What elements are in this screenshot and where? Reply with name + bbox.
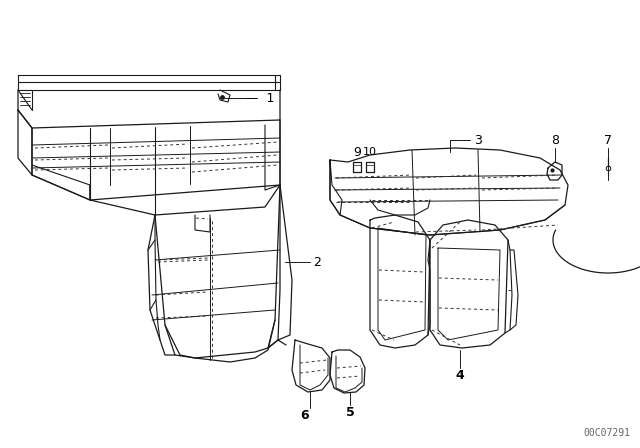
Text: 9: 9 bbox=[353, 146, 361, 159]
Text: 4: 4 bbox=[456, 369, 465, 382]
Text: —  1: — 1 bbox=[246, 91, 274, 104]
Text: 6: 6 bbox=[301, 409, 309, 422]
Text: 7: 7 bbox=[604, 134, 612, 146]
Text: 10: 10 bbox=[363, 147, 377, 157]
Text: 5: 5 bbox=[346, 405, 355, 418]
Text: 8: 8 bbox=[551, 134, 559, 146]
Text: 2: 2 bbox=[313, 255, 321, 268]
Text: 00C07291: 00C07291 bbox=[583, 428, 630, 438]
Text: 3: 3 bbox=[474, 134, 482, 146]
